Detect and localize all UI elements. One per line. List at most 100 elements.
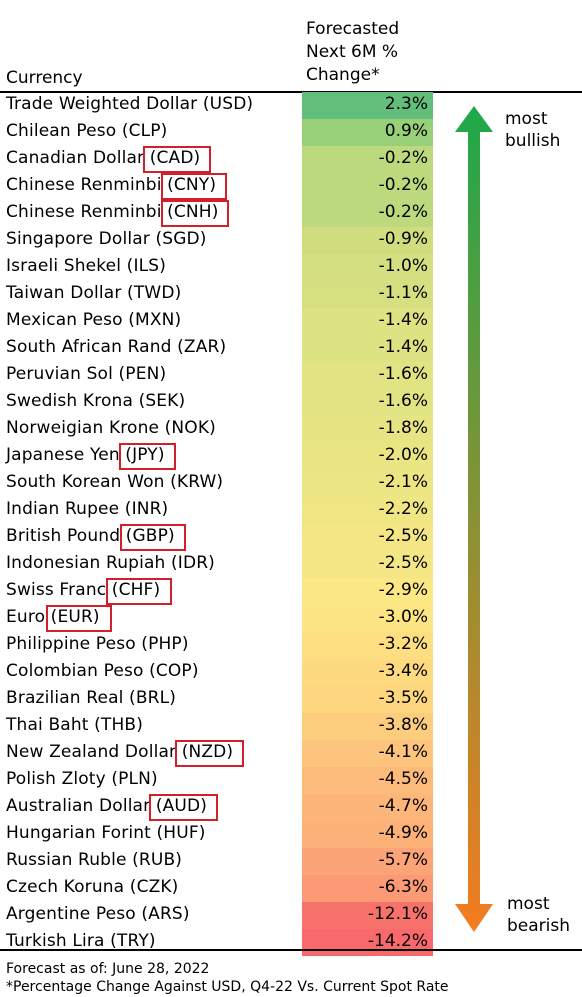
- change-header-line-1: Forecasted: [306, 19, 400, 39]
- table-row: Turkish Lira (TRY) -14.2%: [0, 929, 582, 956]
- value-cell: [302, 605, 433, 632]
- forecast-value: -2.2%: [378, 499, 428, 519]
- bearish-label-line-2: bearish: [507, 916, 571, 936]
- forecast-value: -6.3%: [378, 877, 428, 897]
- forecast-value: -1.6%: [378, 364, 428, 384]
- forecast-value: -4.5%: [378, 769, 428, 789]
- currency-name: Chinese Renminbi (CNH): [6, 202, 219, 222]
- currency-code-highlight: [119, 524, 186, 551]
- table-row: South Korean Won (KRW) -2.1%: [0, 470, 582, 497]
- currency-name: Taiwan Dollar (TWD): [6, 283, 182, 303]
- table-row: Japanese Yen (JPY) -2.0%: [0, 443, 582, 470]
- currency-code-highlight: [174, 740, 244, 767]
- value-cell: [302, 794, 433, 821]
- forecast-value: -5.7%: [378, 850, 428, 870]
- forecast-value: -0.2%: [378, 148, 428, 168]
- table-row: Euro (EUR) -3.0%: [0, 605, 582, 632]
- currency-name: Swiss Franc (CHF): [6, 580, 161, 600]
- value-cell: [302, 929, 433, 956]
- value-cell: [302, 308, 433, 335]
- forecast-date-note: Forecast as of: June 28, 2022: [6, 961, 210, 977]
- forecast-value: -4.9%: [378, 823, 428, 843]
- currency-name: Australian Dollar (AUD): [6, 796, 208, 816]
- currency-name: Indonesian Rupiah (IDR): [6, 553, 215, 573]
- table-row: Russian Ruble (RUB) -5.7%: [0, 848, 582, 875]
- table-row: Polish Zloty (PLN) -4.5%: [0, 767, 582, 794]
- currency-name: Indian Rupee (INR): [6, 499, 169, 519]
- currency-name: Norweigian Krone (NOK): [6, 418, 216, 438]
- bearish-label-line-1: most: [507, 894, 550, 914]
- currency-name: South African Rand (ZAR): [6, 337, 227, 357]
- value-cell: [302, 335, 433, 362]
- table-row: Hungarian Forint (HUF) -4.9%: [0, 821, 582, 848]
- currency-name: Trade Weighted Dollar (USD): [6, 94, 254, 114]
- currency-name: Turkish Lira (TRY): [6, 931, 156, 951]
- currency-name: Polish Zloty (PLN): [6, 769, 158, 789]
- currency-name: Swedish Krona (SEK): [6, 391, 186, 411]
- table-row: Indonesian Rupiah (IDR) -2.5%: [0, 551, 582, 578]
- table-row: New Zealand Dollar (NZD) -4.1%: [0, 740, 582, 767]
- table-row: Mexican Peso (MXN) -1.4%: [0, 308, 582, 335]
- table-row: Peruvian Sol (PEN) -1.6%: [0, 362, 582, 389]
- currency-code-highlight: [149, 794, 218, 821]
- forecast-value: -3.8%: [378, 715, 428, 735]
- currency-name: Euro (EUR): [6, 607, 100, 627]
- currency-name: Russian Ruble (RUB): [6, 850, 183, 870]
- table-row: Canadian Dollar (CAD) -0.2%: [0, 146, 582, 173]
- bullish-bearish-arrow-icon: [455, 106, 493, 932]
- value-cell: [302, 578, 433, 605]
- forecast-value: -3.5%: [378, 688, 428, 708]
- currency-code-highlight: [119, 443, 176, 470]
- value-cell: [302, 497, 433, 524]
- currency-name: Colombian Peso (COP): [6, 661, 199, 681]
- table-row: Argentine Peso (ARS) -12.1%: [0, 902, 582, 929]
- currency-name: Hungarian Forint (HUF): [6, 823, 206, 843]
- currency-name: Thai Baht (THB): [6, 715, 143, 735]
- table-row: Norweigian Krone (NOK) -1.8%: [0, 416, 582, 443]
- arrow-shape: [455, 106, 493, 932]
- value-cell: [302, 92, 433, 119]
- bullish-label-line-2: bullish: [505, 131, 561, 151]
- value-cell: [302, 254, 433, 281]
- value-cell: [302, 740, 433, 767]
- table-row: Czech Koruna (CZK) -6.3%: [0, 875, 582, 902]
- value-cell: [302, 659, 433, 686]
- table-row: Singapore Dollar (SGD) -0.9%: [0, 227, 582, 254]
- table-bottom-rule: [0, 949, 582, 951]
- forecast-value: -1.8%: [378, 418, 428, 438]
- value-cell: [302, 875, 433, 902]
- currency-code-highlight: [106, 578, 172, 605]
- currency-name: South Korean Won (KRW): [6, 472, 224, 492]
- forecast-value: -4.7%: [378, 796, 428, 816]
- table-row: Chilean Peso (CLP) 0.9%: [0, 119, 582, 146]
- forecast-value: -1.0%: [378, 256, 428, 276]
- change-column-header: Forecasted Next 6M % Change*: [306, 18, 446, 87]
- forecast-value: -1.4%: [378, 310, 428, 330]
- most-bearish-label: most bearish: [507, 893, 570, 937]
- header-rule: [0, 91, 582, 93]
- table-row: Australian Dollar (AUD) -4.7%: [0, 794, 582, 821]
- value-cell: [302, 470, 433, 497]
- value-cell: [302, 767, 433, 794]
- table-row: Indian Rupee (INR) -2.2%: [0, 497, 582, 524]
- table-row: British Pound (GBP) -2.5%: [0, 524, 582, 551]
- currency-name: Mexican Peso (MXN): [6, 310, 182, 330]
- forecast-value: -3.2%: [378, 634, 428, 654]
- currency-name: Brazilian Real (BRL): [6, 688, 177, 708]
- currency-code-highlight: [160, 173, 227, 200]
- forecast-value: -4.1%: [378, 742, 428, 762]
- forecast-value: -0.2%: [378, 202, 428, 222]
- forecast-value: -2.1%: [378, 472, 428, 492]
- value-cell: [302, 686, 433, 713]
- value-cell: [302, 200, 433, 227]
- most-bullish-label: most bullish: [505, 108, 560, 152]
- currency-name: Israeli Shekel (ILS): [6, 256, 166, 276]
- value-cell: [302, 119, 433, 146]
- table-row: Brazilian Real (BRL) -3.5%: [0, 686, 582, 713]
- forecast-value: 0.9%: [384, 121, 428, 141]
- forecast-value: -1.4%: [378, 337, 428, 357]
- value-cell: [302, 416, 433, 443]
- value-cell: [302, 362, 433, 389]
- value-cell: [302, 713, 433, 740]
- table-row: Taiwan Dollar (TWD) -1.1%: [0, 281, 582, 308]
